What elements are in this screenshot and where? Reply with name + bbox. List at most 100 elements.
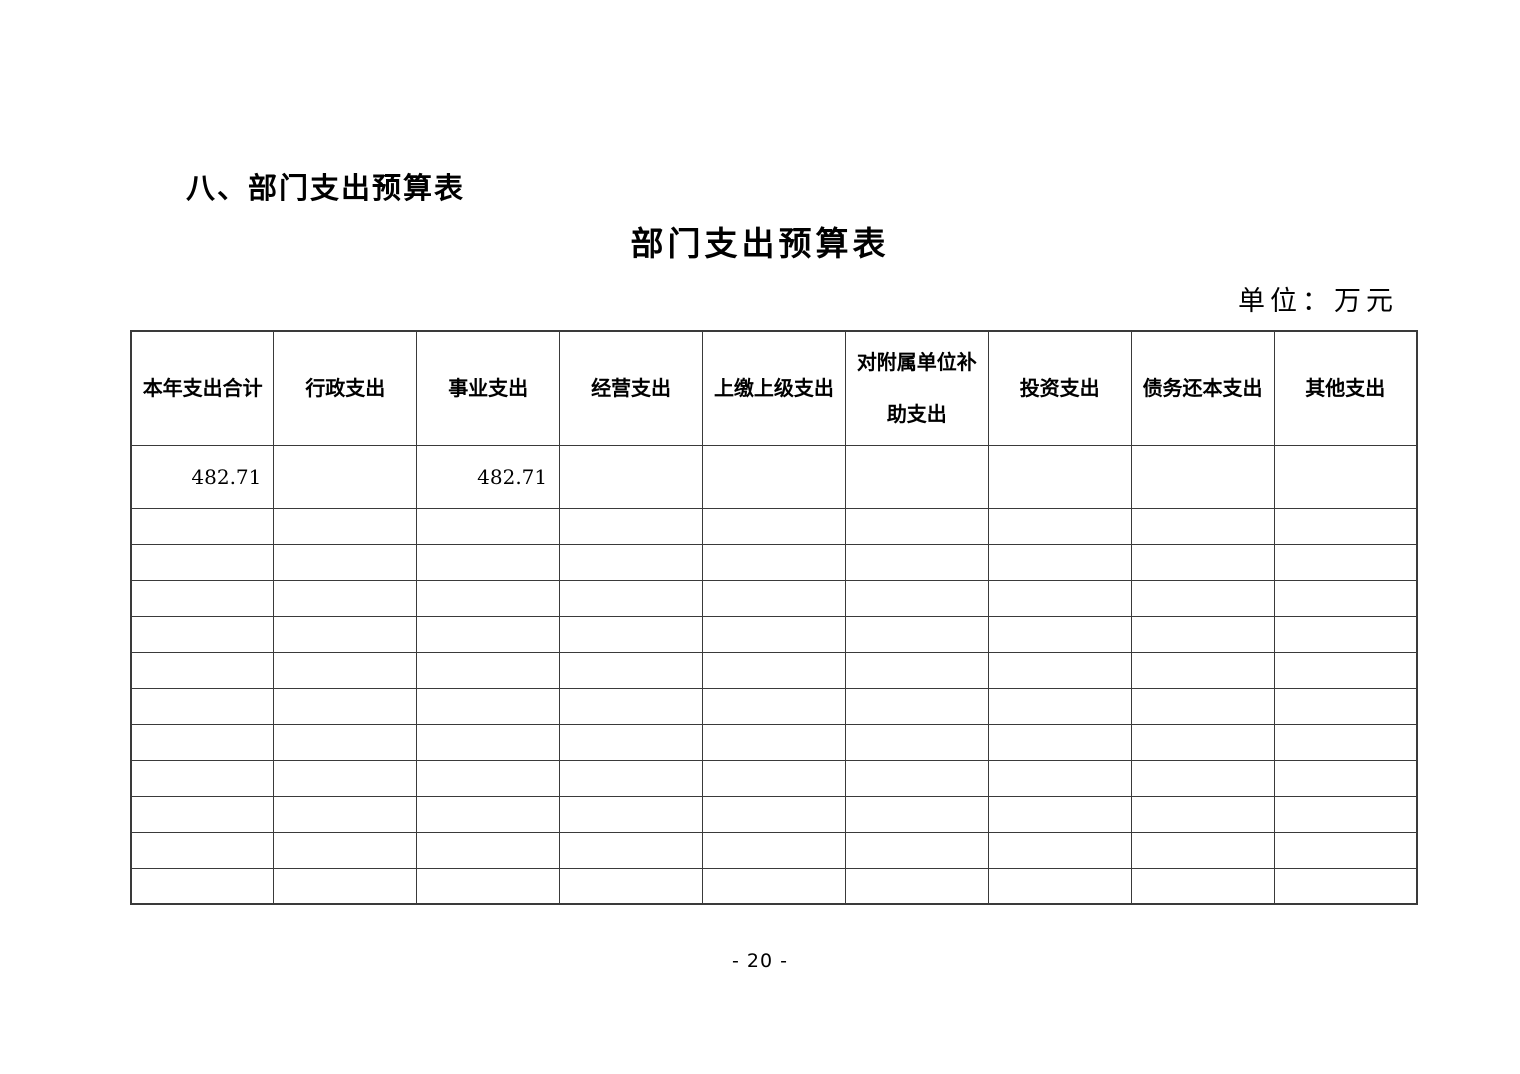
table-cell (559, 795, 703, 833)
table-cell (1130, 723, 1275, 761)
table-cell (844, 723, 989, 761)
table-cell (702, 507, 846, 545)
table-cell (1273, 444, 1418, 509)
table-cell (416, 831, 561, 869)
table-cell (273, 444, 418, 509)
column-header: 经营支出 (559, 330, 703, 446)
table-cell (273, 795, 418, 833)
table-cell (987, 759, 1132, 797)
table-cell (1130, 579, 1275, 617)
column-header: 债务还本支出 (1130, 330, 1275, 446)
table-cell (987, 723, 1132, 761)
table-cell: 482.71 (416, 444, 561, 509)
table-cell (273, 615, 418, 653)
table-cell (844, 543, 989, 581)
table-cell (1130, 507, 1275, 545)
column-header: 对附属单位补助支出 (844, 330, 989, 446)
table-cell (416, 687, 561, 725)
column-header: 其他支出 (1273, 330, 1418, 446)
table-cell (1130, 795, 1275, 833)
column-header: 行政支出 (273, 330, 418, 446)
table-cell (1130, 831, 1275, 869)
empty-row (130, 543, 1418, 581)
table-cell (273, 831, 418, 869)
table-cell (1130, 444, 1275, 509)
table-cell (702, 579, 846, 617)
empty-row (130, 831, 1418, 869)
column-header: 本年支出合计 (130, 330, 275, 446)
table-cell (702, 867, 846, 905)
table-cell (702, 723, 846, 761)
table-cell (844, 831, 989, 869)
header-row: 本年支出合计 行政支出 事业支出 经营支出 上缴上级支出 对附属单位补助支出 投资支出 债务还… (130, 330, 1418, 446)
table-cell (559, 651, 703, 689)
table-cell (987, 687, 1132, 725)
table-cell (559, 615, 703, 653)
table-cell (987, 651, 1132, 689)
column-header: 投资支出 (987, 330, 1132, 446)
table-cell (130, 579, 275, 617)
empty-row (130, 759, 1418, 797)
table-cell (416, 723, 561, 761)
table-cell (1273, 759, 1418, 797)
empty-row (130, 795, 1418, 833)
budget-table: 本年支出合计 行政支出 事业支出 经营支出 上缴上级支出 对附属单位补助支出 投资支出 债务还… (130, 330, 1418, 905)
table-cell (273, 651, 418, 689)
data-row: 482.71 482.71 (130, 444, 1418, 509)
table-cell (416, 507, 561, 545)
unit-label: 单位：万元 (1238, 286, 1398, 317)
empty-row (130, 507, 1418, 545)
table-cell (416, 651, 561, 689)
table-cell (559, 507, 703, 545)
table-cell (987, 867, 1132, 905)
table-cell (1130, 759, 1275, 797)
table-cell (987, 543, 1132, 581)
table-cell (1273, 579, 1418, 617)
table-cell (1273, 867, 1418, 905)
table-cell (1130, 651, 1275, 689)
table-cell (130, 795, 275, 833)
table-cell (1130, 543, 1275, 581)
table-cell (1130, 615, 1275, 653)
table-cell (559, 579, 703, 617)
table-cell (130, 867, 275, 905)
table-cell (1273, 795, 1418, 833)
table-cell (1273, 615, 1418, 653)
table-cell (702, 687, 846, 725)
table-cell (273, 759, 418, 797)
table-cell (844, 579, 989, 617)
table-cell (559, 543, 703, 581)
table-cell (844, 759, 989, 797)
table-cell (559, 867, 703, 905)
column-header: 事业支出 (416, 330, 561, 446)
table-cell: 482.71 (130, 444, 275, 509)
table-cell (130, 723, 275, 761)
table-cell (987, 615, 1132, 653)
table-cell (1273, 507, 1418, 545)
table-cell (130, 615, 275, 653)
table-cell (987, 579, 1132, 617)
page-number: - 20 - (732, 950, 788, 972)
table-cell (273, 543, 418, 581)
table-cell (844, 444, 989, 509)
table-cell (702, 615, 846, 653)
table-cell (130, 831, 275, 869)
table-cell (416, 579, 561, 617)
table-cell (416, 543, 561, 581)
table-cell (559, 723, 703, 761)
table-cell (273, 867, 418, 905)
table-title: 部门支出预算表 (630, 224, 890, 263)
table-cell (844, 507, 989, 545)
table-cell (273, 507, 418, 545)
table-cell (1273, 651, 1418, 689)
table-cell (987, 831, 1132, 869)
table-cell (702, 831, 846, 869)
empty-row (130, 723, 1418, 761)
table-cell (702, 543, 846, 581)
table-cell (416, 759, 561, 797)
table-cell (987, 444, 1132, 509)
table-cell (273, 687, 418, 725)
table-cell (416, 867, 561, 905)
table-cell (130, 759, 275, 797)
